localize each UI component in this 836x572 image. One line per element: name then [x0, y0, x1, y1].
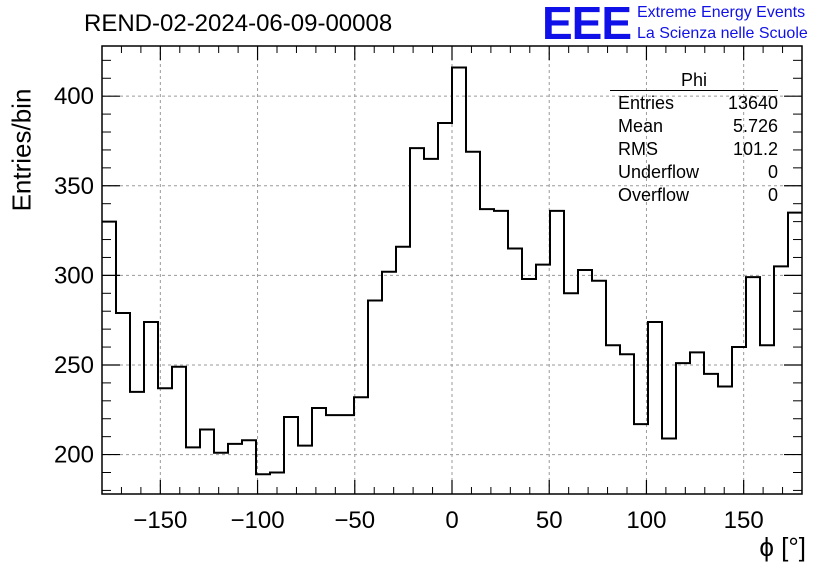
y-tick-label: 350: [54, 173, 94, 200]
x-tick-label: −50: [334, 507, 375, 534]
stats-box: Phi Entries 13640 Mean 5.726 RMS 101.2 U…: [610, 70, 778, 207]
stats-value: 101.2: [732, 139, 778, 159]
eee-logo: EEE: [542, 0, 632, 49]
stats-label: Underflow: [618, 162, 700, 182]
stats-row-overflow: Overflow 0: [610, 184, 778, 207]
stats-label: Entries: [618, 93, 675, 113]
y-axis-label: Entries/bin: [6, 88, 37, 212]
stats-row-entries: Entries 13640: [610, 92, 778, 115]
axis-ticks: [101, 46, 803, 494]
y-tick-label: 250: [54, 352, 94, 379]
run-title: REND-02-2024-06-09-00008: [84, 10, 393, 37]
logo-line-2: La Scienza nelle Scuole: [637, 25, 808, 42]
y-tick-label: 200: [54, 442, 94, 469]
stats-value: 13640: [727, 93, 778, 113]
stats-value: 0: [767, 185, 778, 205]
stats-label: Mean: [618, 116, 664, 136]
y-axis-label-wrap: Entries/bin: [0, 89, 44, 212]
x-tick-label: 0: [445, 507, 458, 534]
x-tick-label: 150: [724, 507, 764, 534]
grid-lines: [102, 46, 802, 494]
stats-row-rms: RMS 101.2: [610, 138, 778, 161]
x-tick-label: −150: [133, 507, 187, 534]
stats-row-mean: Mean 5.726: [610, 115, 778, 138]
stats-row-underflow: Underflow 0: [610, 161, 778, 184]
x-axis-label: ϕ [°]: [759, 532, 806, 562]
stats-label: Overflow: [618, 185, 690, 205]
x-tick-label: 100: [626, 507, 666, 534]
stats-label: RMS: [618, 139, 658, 159]
y-tick-label: 400: [54, 83, 94, 110]
y-tick-label: 300: [54, 262, 94, 289]
x-tick-label: −100: [231, 507, 285, 534]
histogram-line: [102, 66, 802, 476]
stats-value: 5.726: [732, 116, 778, 136]
tick-labels: −150 −100 −50 0 50 100 150 200 250 300 350 400: [54, 83, 764, 534]
stats-title: Phi: [610, 70, 778, 91]
x-tick-label: 50: [536, 507, 563, 534]
logo-line-1: Extreme Energy Events: [637, 4, 806, 21]
stats-value: 0: [767, 162, 778, 182]
